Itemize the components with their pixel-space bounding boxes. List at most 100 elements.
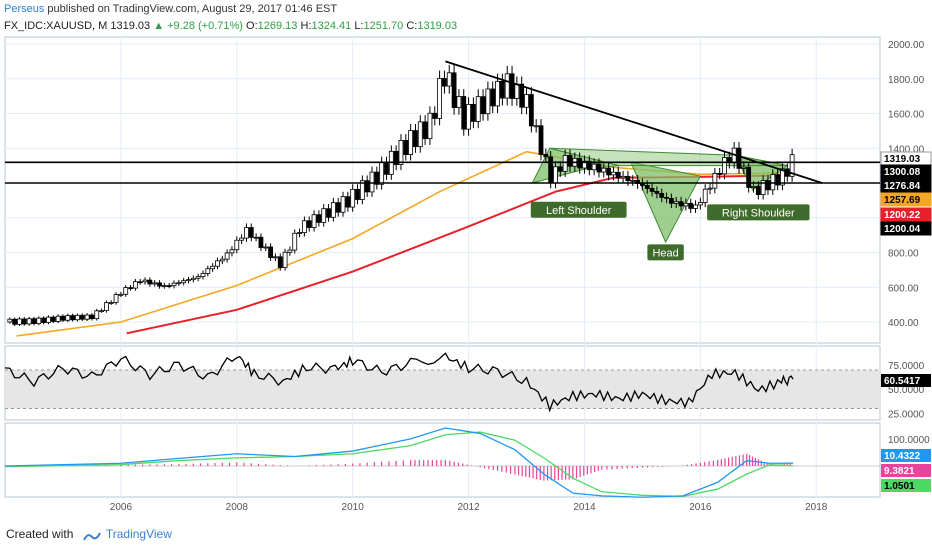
time-axis-tick: 2010 <box>342 502 365 513</box>
high-label: H: <box>300 20 312 32</box>
candle-body <box>461 96 467 130</box>
candle-body <box>673 201 679 204</box>
candle-body <box>306 220 312 228</box>
candle-body <box>190 277 196 281</box>
candle-body <box>7 318 13 323</box>
candle-body <box>17 318 22 325</box>
candle-body <box>340 196 346 213</box>
candle-body <box>171 282 177 287</box>
candle-body <box>504 73 510 99</box>
candle-body <box>403 140 409 155</box>
candle-body <box>751 185 756 188</box>
candle-body <box>326 208 331 218</box>
candle-body <box>611 171 616 176</box>
candle-body <box>244 227 249 239</box>
macd-signal-line <box>4 431 794 498</box>
candle-body <box>514 83 520 99</box>
price-badge-label: 1276.84 <box>884 181 921 192</box>
candle-body <box>717 172 723 175</box>
candle-body <box>702 188 708 203</box>
candle-body <box>248 227 254 238</box>
candle-body <box>519 83 525 108</box>
candle-body <box>200 273 206 278</box>
tradingview-brand-link[interactable]: TradingView <box>105 527 172 541</box>
candle-body <box>567 155 573 167</box>
candle-body <box>210 265 216 270</box>
author-link[interactable]: Perseus <box>4 3 45 15</box>
rsi-value-badge <box>881 374 931 387</box>
candle-body <box>316 214 322 223</box>
low-value: 1251.70 <box>363 20 404 32</box>
candle-body <box>422 121 428 140</box>
candle-body <box>533 125 539 128</box>
candle-body <box>557 166 563 172</box>
descending-trendline <box>445 60 823 184</box>
candle-body <box>456 96 462 109</box>
candle-body <box>620 175 626 179</box>
rsi-axis-tick: 25.0000 <box>888 409 925 420</box>
close-label: C: <box>406 20 418 32</box>
candle-body <box>746 166 752 188</box>
candle-body <box>147 279 153 285</box>
price-badge <box>880 164 932 179</box>
candle-body <box>528 94 534 127</box>
tradingview-logo-icon <box>82 530 101 541</box>
created-with-label: Created with <box>6 527 74 541</box>
candle-body <box>31 318 37 325</box>
candle-body <box>640 183 645 186</box>
candle-body <box>239 237 245 241</box>
annotation-label: Left Shoulder <box>546 205 612 217</box>
candle-body <box>442 77 447 87</box>
candle-body <box>451 72 457 109</box>
candle-body <box>321 208 327 223</box>
head-shape <box>629 161 702 244</box>
annotation-badge <box>647 244 684 261</box>
candle-body <box>253 236 259 239</box>
change-value: ▲ +9.28 (+0.71%) <box>153 20 243 32</box>
candle-body <box>591 163 597 171</box>
candle-body <box>538 125 544 155</box>
candle-body <box>364 180 370 193</box>
candle-body <box>258 236 264 248</box>
candle-body <box>108 302 114 304</box>
candle-body <box>490 88 496 107</box>
candle-body <box>413 130 418 148</box>
candle-body <box>606 167 612 176</box>
candle-body <box>26 318 32 325</box>
macd-layer <box>4 427 880 498</box>
candle-body <box>123 287 129 295</box>
candle-body <box>128 287 133 290</box>
candle-body <box>330 202 336 218</box>
candle-body <box>509 73 515 99</box>
candle-body <box>707 187 713 190</box>
candle-body <box>755 185 761 196</box>
price-badge <box>880 207 932 222</box>
price-badge-label: 1200.04 <box>884 224 921 235</box>
candle-body <box>287 249 293 253</box>
candle-body <box>277 256 283 268</box>
price-badge-label: 1200.22 <box>884 210 921 221</box>
candle-body <box>693 204 698 209</box>
macd-value-badge <box>881 449 931 462</box>
candle-body <box>446 72 452 87</box>
candle-body <box>161 285 167 287</box>
annotation-label: Right Shoulder <box>722 207 795 219</box>
candle-body <box>398 140 404 165</box>
candle-body <box>157 282 162 287</box>
candle-body <box>84 314 90 320</box>
price-badge-label: 1257.69 <box>884 195 921 206</box>
candle-body <box>722 157 727 175</box>
candle-body <box>485 88 491 115</box>
candle-body <box>36 317 42 325</box>
candle-body <box>466 104 471 130</box>
candle-body <box>55 315 61 322</box>
price-badge <box>880 178 932 193</box>
candle-body <box>664 196 669 199</box>
rsi-axis-tick: 50.0000 <box>888 385 925 396</box>
candle-body <box>601 167 607 173</box>
candle-body <box>350 188 356 208</box>
candle-body <box>345 196 351 208</box>
candle-body <box>166 285 172 287</box>
candle-body <box>374 171 380 185</box>
